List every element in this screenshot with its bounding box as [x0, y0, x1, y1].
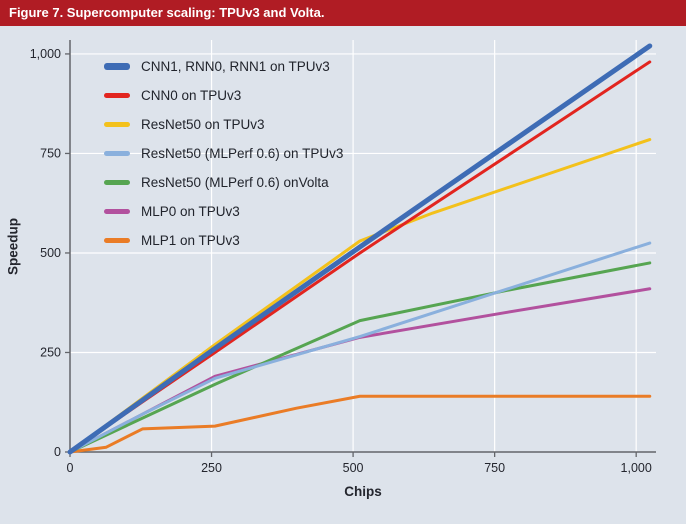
- legend-swatch: [104, 238, 130, 243]
- legend-item: CNN0 on TPUv3: [104, 85, 343, 106]
- legend-swatch: [104, 63, 130, 70]
- x-tick-label: 1,000: [621, 461, 652, 475]
- x-axis-label: Chips: [344, 484, 382, 499]
- legend-label: ResNet50 on TPUv3: [141, 117, 265, 132]
- legend-label: ResNet50 (MLPerf 0.6) onVolta: [141, 175, 329, 190]
- legend-item: ResNet50 on TPUv3: [104, 114, 343, 135]
- series-line: [68, 261, 652, 454]
- x-tick-label: 500: [343, 461, 364, 475]
- y-tick-label: 1,000: [30, 47, 61, 61]
- legend-label: MLP1 on TPUv3: [141, 233, 240, 248]
- series-line: [68, 241, 652, 454]
- legend-item: MLP1 on TPUv3: [104, 230, 343, 251]
- legend-swatch: [104, 180, 130, 185]
- legend-label: CNN1, RNN0, RNN1 on TPUv3: [141, 59, 330, 74]
- x-tick-label: 750: [484, 461, 505, 475]
- legend-swatch: [104, 151, 130, 156]
- x-tick-label: 250: [201, 461, 222, 475]
- legend-label: MLP0 on TPUv3: [141, 204, 240, 219]
- legend-item: CNN1, RNN0, RNN1 on TPUv3: [104, 56, 343, 77]
- x-tick-label: 0: [67, 461, 74, 475]
- legend-item: ResNet50 (MLPerf 0.6) onVolta: [104, 172, 343, 193]
- legend: CNN1, RNN0, RNN1 on TPUv3 CNN0 on TPUv3 Re…: [104, 56, 343, 259]
- legend-item: ResNet50 (MLPerf 0.6) on TPUv3: [104, 143, 343, 164]
- legend-swatch: [104, 93, 130, 98]
- y-tick-label: 0: [54, 445, 61, 459]
- legend-swatch: [104, 209, 130, 214]
- legend-item: MLP0 on TPUv3: [104, 201, 343, 222]
- y-tick-label: 750: [40, 146, 61, 160]
- y-tick-label: 500: [40, 246, 61, 260]
- series-line: [67, 43, 653, 455]
- legend-label: ResNet50 (MLPerf 0.6) on TPUv3: [141, 146, 344, 161]
- legend-label: CNN0 on TPUv3: [141, 88, 242, 103]
- chart-panel: Speedup 0 250 500 750 1,000 0 250 500 750 1,000 C…: [0, 26, 686, 524]
- figure-header: Figure 7. Supercomputer scaling: TPUv3 a…: [0, 0, 686, 26]
- y-tick-label: 250: [40, 345, 61, 359]
- chart-svg: 0 250 500 750 1,000 0 250 500 750 1,000: [30, 40, 656, 475]
- legend-swatch: [104, 122, 130, 127]
- figure-title: Figure 7. Supercomputer scaling: TPUv3 a…: [9, 5, 325, 20]
- series-line: [68, 394, 652, 454]
